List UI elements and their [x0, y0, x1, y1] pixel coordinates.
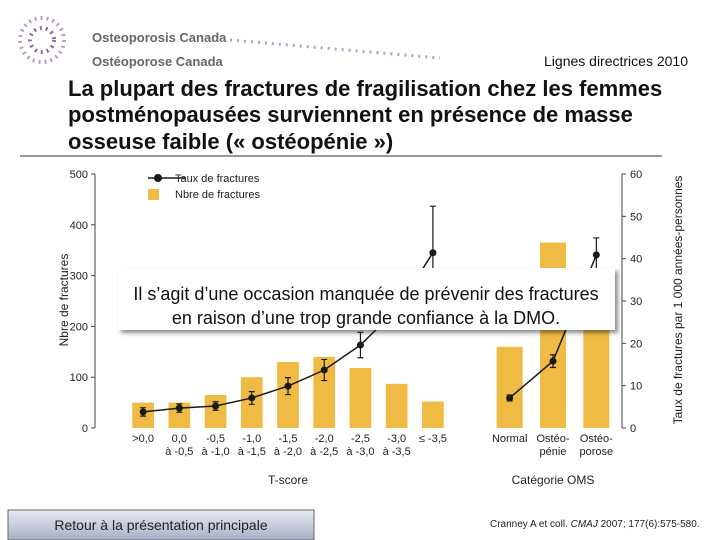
x-tick-line: -2,0: [315, 433, 334, 445]
point: [284, 382, 292, 390]
logo: [18, 16, 66, 64]
y2-tick-label: 50: [630, 211, 642, 223]
x-tick-line: à -0,5: [165, 446, 193, 458]
y2-tick-label: 0: [630, 423, 636, 435]
x-tick-line: -1,0: [242, 433, 261, 445]
x-tick-line: Ostéo-: [580, 433, 613, 445]
point: [506, 394, 514, 402]
x-tick-label: 0,0 à -0,5: [165, 433, 193, 458]
x-tick-line: 0,0: [172, 433, 187, 445]
y-tick-label: 500: [70, 169, 88, 181]
legend-swatch: [148, 189, 159, 200]
org-fr: Ostéoporose Canada: [92, 54, 224, 69]
guideline: Lignes directrices 2010: [544, 53, 688, 69]
chart: 0 100 200 300 400 500 0 10 20 30 40 50 60 Nbre de fra…: [57, 169, 685, 487]
x-tick-line: porose: [580, 446, 614, 458]
x-axis-title: T-score: [268, 473, 308, 487]
note-box: Il s’agit d’une occasion manquée de prév…: [118, 268, 615, 330]
y-tick-label: 300: [70, 271, 88, 283]
citation: Cranney A et coll. CMAJ 2007; 177(6):575…: [490, 519, 700, 530]
x-tick-line: pénie: [540, 446, 567, 458]
x-tick-label: Ostéo-pénie: [536, 433, 569, 458]
x-tick-line: à -2,0: [274, 446, 302, 458]
point: [248, 394, 256, 402]
decoration: [229, 38, 441, 60]
y2-tick-label: 10: [630, 381, 642, 393]
x-tick-label: -1,5 à -2,0: [274, 433, 302, 458]
x-tick-line: ≤ -3,5: [419, 433, 447, 445]
citation-part: Cranney A et coll.: [490, 519, 571, 530]
bar: [422, 401, 444, 428]
x-tick-line: à -3,5: [383, 446, 411, 458]
x-tick-label: Ostéo-porose: [580, 433, 614, 458]
y-tick-label: 200: [70, 321, 88, 333]
bar: [385, 383, 408, 428]
legend-label: Taux de fractures: [175, 173, 260, 185]
x-tick-line: à -2,5: [310, 446, 338, 458]
x-tick-label: ≤ -3,5: [419, 433, 447, 445]
citation-part: CMAJ: [571, 519, 599, 530]
x-tick-line: à -1,5: [238, 446, 266, 458]
citation-part: 2007; 177(6):575-580.: [598, 519, 700, 530]
button-label[interactable]: Retour à la présentation principale: [54, 517, 267, 533]
back-button[interactable]: Retour à la présentation principale: [7, 509, 315, 540]
y2-tick-label: 60: [630, 169, 642, 181]
x-tick-line: à -1,0: [201, 446, 229, 458]
y2-tick-label: 20: [630, 338, 642, 350]
legend-marker: [154, 174, 162, 182]
note-line: Il s’agit d’une occasion manquée de prév…: [133, 284, 598, 304]
x-tick-label: -2,0 à -2,5: [310, 433, 338, 458]
x-tick-line: -1,5: [279, 433, 298, 445]
y-tick-label: 100: [70, 372, 88, 384]
x-tick-label: >0,0: [132, 433, 154, 445]
title-line: osseuse faible (« ostéopénie »): [68, 129, 393, 154]
bar: [496, 346, 523, 428]
x-tick-line: -2,5: [351, 433, 370, 445]
x-tick-label: -0,5 à -1,0: [201, 433, 229, 458]
x-tick-line: -0,5: [206, 433, 225, 445]
x-tick-label: -1,0 à -1,5: [238, 433, 266, 458]
x-axis-title: Catégorie OMS: [512, 473, 595, 487]
bar: [313, 356, 336, 428]
point: [549, 357, 557, 365]
point: [139, 408, 147, 416]
x-tick-line: à -3,0: [346, 446, 374, 458]
y-axis-title: Nbre de fractures: [57, 254, 71, 347]
y2-tick-label: 30: [630, 296, 642, 308]
point: [212, 402, 220, 410]
x-tick-line: >0,0: [132, 433, 154, 445]
x-tick-line: -3,0: [387, 433, 406, 445]
x-tick-label: -2,5 à -3,0: [346, 433, 374, 458]
button-bg[interactable]: [7, 509, 315, 540]
x-tick-line: Ostéo-: [536, 433, 569, 445]
org-en: Osteoporosis Canada: [92, 30, 227, 45]
point: [592, 251, 600, 259]
point: [175, 404, 183, 412]
bar: [349, 368, 372, 428]
legend-label: Nbre de fractures: [175, 189, 260, 201]
y-tick-label: 0: [82, 423, 88, 435]
x-tick-label: Normal: [492, 433, 527, 445]
point: [356, 341, 364, 349]
x-tick-label: -3,0 à -3,5: [383, 433, 411, 458]
point: [429, 249, 437, 257]
x-tick-line: Normal: [492, 433, 527, 445]
y2-axis-title: Taux de fractures par 1 000 années-perso…: [671, 176, 685, 425]
note-line: en raison d’une trop grande confiance à …: [172, 308, 560, 328]
y-tick-label: 400: [70, 220, 88, 232]
bar: [204, 394, 227, 428]
y2-tick-label: 40: [630, 254, 642, 266]
point: [320, 366, 328, 374]
title-line: postménopausées surviennent en présence …: [68, 102, 633, 127]
title-line: La plupart des fractures de fragilisatio…: [68, 76, 662, 101]
